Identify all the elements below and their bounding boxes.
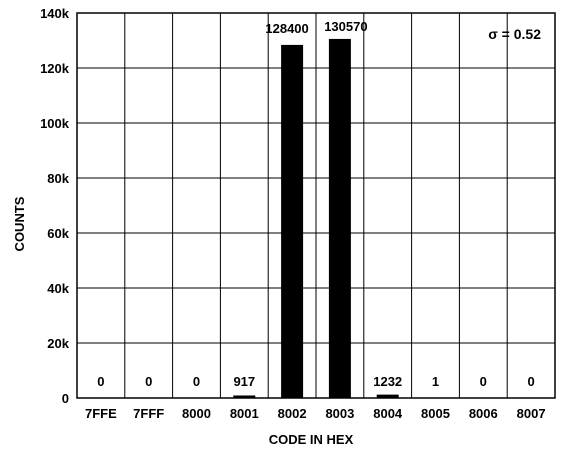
- y-axis-title: COUNTS: [12, 196, 27, 251]
- y-tick-label: 0: [62, 391, 69, 406]
- bar-8001: [233, 395, 256, 398]
- data-label: 1: [432, 374, 439, 389]
- x-tick-label: 8000: [182, 406, 211, 421]
- x-tick-label: 8001: [230, 406, 259, 421]
- x-tick-label: 8007: [517, 406, 546, 421]
- bar-8004: [376, 394, 399, 398]
- data-label: 0: [527, 374, 534, 389]
- x-axis-title: CODE IN HEX: [269, 432, 354, 447]
- x-tick-label: 7FFF: [133, 406, 164, 421]
- data-label: 0: [97, 374, 104, 389]
- y-tick-label: 100k: [40, 116, 70, 131]
- y-tick-label: 140k: [40, 6, 70, 21]
- x-tick-labels: 7FFE 7FFF 8000 8001 8002 8003 8004 8005 8006 8007: [85, 406, 546, 421]
- plot-frame: [76, 12, 556, 399]
- data-label: 0: [145, 374, 152, 389]
- grid-lines: [77, 12, 555, 399]
- x-tick-label: 8002: [278, 406, 307, 421]
- data-label: 917: [233, 374, 255, 389]
- data-label: 128400: [265, 21, 308, 36]
- x-tick-label: 8003: [325, 406, 354, 421]
- data-labels: 0 0 0 917 128400 130570 1232 1 0 0: [97, 19, 534, 389]
- x-tick-label: 8004: [373, 406, 403, 421]
- sigma-annotation: σ = 0.52: [488, 26, 541, 42]
- data-label: 0: [193, 374, 200, 389]
- bars: [233, 38, 399, 399]
- x-tick-label: 7FFE: [85, 406, 117, 421]
- y-tick-label: 80k: [47, 171, 69, 186]
- data-label: 0: [480, 374, 487, 389]
- y-tick-label: 40k: [47, 281, 69, 296]
- data-label: 1232: [373, 374, 402, 389]
- data-label: 130570: [324, 19, 367, 34]
- bar-8003: [328, 38, 351, 399]
- x-tick-label: 8006: [469, 406, 498, 421]
- y-tick-labels: 0 20k 40k 60k 80k 100k 120k 140k: [40, 6, 70, 406]
- bar-8002: [281, 44, 304, 399]
- y-tick-label: 20k: [47, 336, 69, 351]
- y-tick-label: 60k: [47, 226, 69, 241]
- y-tick-label: 120k: [40, 61, 70, 76]
- x-tick-label: 8005: [421, 406, 450, 421]
